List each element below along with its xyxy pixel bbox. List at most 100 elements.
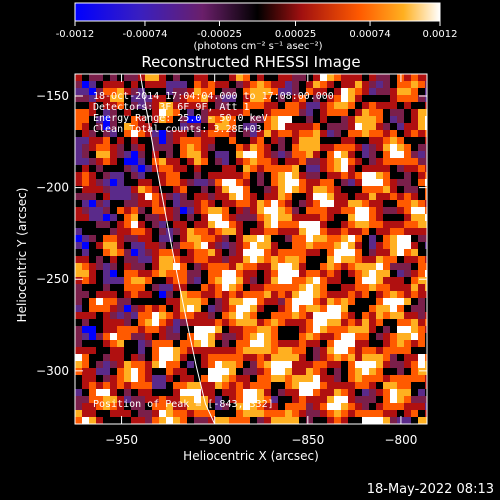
heatmap-cell xyxy=(355,102,362,109)
heatmap-cell xyxy=(299,277,306,284)
heatmap-cell xyxy=(152,207,159,214)
heatmap-cell xyxy=(411,81,418,88)
heatmap-cell xyxy=(180,256,187,263)
heatmap-cell xyxy=(180,333,187,340)
heatmap-cell xyxy=(159,333,166,340)
heatmap-cell xyxy=(187,312,194,319)
heatmap-cell xyxy=(222,347,229,354)
heatmap-cell xyxy=(418,242,425,249)
heatmap-cell xyxy=(250,242,257,249)
heatmap-cell xyxy=(362,172,369,179)
heatmap-cell xyxy=(411,228,418,235)
heatmap-cell xyxy=(292,179,299,186)
heatmap-cell xyxy=(96,158,103,165)
heatmap-cell xyxy=(117,396,124,403)
heatmap-cell xyxy=(215,95,222,102)
heatmap-cell xyxy=(138,95,145,102)
heatmap-cell xyxy=(278,116,285,123)
heatmap-cell xyxy=(89,291,96,298)
heatmap-cell xyxy=(194,200,201,207)
heatmap-cell xyxy=(243,158,250,165)
heatmap-cell xyxy=(250,284,257,291)
heatmap-cell xyxy=(278,235,285,242)
heatmap-cell xyxy=(208,277,215,284)
heatmap-cell xyxy=(222,200,229,207)
heatmap-cell xyxy=(264,298,271,305)
heatmap-cell xyxy=(313,270,320,277)
heatmap-cell xyxy=(208,361,215,368)
heatmap-cell xyxy=(376,221,383,228)
heatmap-cell xyxy=(96,137,103,144)
heatmap-cell xyxy=(194,116,201,123)
heatmap-cell xyxy=(425,368,427,375)
heatmap-cell xyxy=(299,333,306,340)
heatmap-cell xyxy=(390,102,397,109)
heatmap-cell xyxy=(341,81,348,88)
heatmap-cell xyxy=(320,158,327,165)
solar-limb-curve xyxy=(139,74,216,424)
heatmap-cell xyxy=(271,354,278,361)
heatmap-cell xyxy=(250,158,257,165)
heatmap-cell xyxy=(327,382,334,389)
heatmap-cell xyxy=(173,109,180,116)
heatmap-cell xyxy=(292,88,299,95)
heatmap-cell xyxy=(390,242,397,249)
heatmap-cell xyxy=(215,130,222,137)
heatmap-cell xyxy=(355,368,362,375)
heatmap-cell xyxy=(292,284,299,291)
heatmap-cell xyxy=(117,375,124,382)
heatmap-cell xyxy=(292,319,299,326)
heatmap-cell xyxy=(257,361,264,368)
heatmap-cell xyxy=(285,256,292,263)
heatmap-cell xyxy=(404,249,411,256)
heatmap-cell xyxy=(236,200,243,207)
heatmap-cell xyxy=(278,354,285,361)
heatmap-cell xyxy=(145,354,152,361)
heatmap-cell xyxy=(194,214,201,221)
heatmap-cell xyxy=(404,270,411,277)
heatmap-cell xyxy=(215,375,222,382)
heatmap-cell xyxy=(208,347,215,354)
heatmap-cell xyxy=(89,284,96,291)
heatmap-cell xyxy=(362,130,369,137)
heatmap-cell xyxy=(173,277,180,284)
heatmap-cell xyxy=(124,88,131,95)
heatmap-cell xyxy=(292,333,299,340)
heatmap-cell xyxy=(397,312,404,319)
heatmap-cell xyxy=(299,200,306,207)
heatmap-cell xyxy=(411,116,418,123)
heatmap-cell xyxy=(229,354,236,361)
heatmap-cell xyxy=(180,396,187,403)
heatmap-cell xyxy=(369,347,376,354)
heatmap-cell xyxy=(236,102,243,109)
heatmap-cell xyxy=(383,137,390,144)
heatmap-cell xyxy=(173,368,180,375)
heatmap-cell xyxy=(215,354,222,361)
heatmap-cell xyxy=(117,319,124,326)
heatmap-cell xyxy=(341,284,348,291)
heatmap-cell xyxy=(166,228,173,235)
heatmap-cell xyxy=(201,116,208,123)
heatmap-cell xyxy=(124,193,131,200)
heatmap-cell xyxy=(299,403,306,410)
heatmap-cell xyxy=(124,207,131,214)
heatmap-cell xyxy=(355,382,362,389)
heatmap-cell xyxy=(369,193,376,200)
heatmap-cell xyxy=(96,249,103,256)
heatmap-cell xyxy=(89,375,96,382)
heatmap-cell xyxy=(299,375,306,382)
heatmap-cell xyxy=(103,109,110,116)
heatmap-cell xyxy=(425,193,427,200)
y-tick-label: −250 xyxy=(36,272,69,286)
heatmap-cell xyxy=(180,403,187,410)
heatmap-cell xyxy=(131,361,138,368)
heatmap-cell xyxy=(159,354,166,361)
heatmap-cell xyxy=(243,340,250,347)
heatmap-cell xyxy=(369,305,376,312)
heatmap-cell xyxy=(334,172,341,179)
heatmap-cell xyxy=(229,130,236,137)
heatmap-cell xyxy=(285,263,292,270)
heatmap-cell xyxy=(327,298,334,305)
heatmap-cell xyxy=(369,214,376,221)
heatmap-cell xyxy=(229,277,236,284)
